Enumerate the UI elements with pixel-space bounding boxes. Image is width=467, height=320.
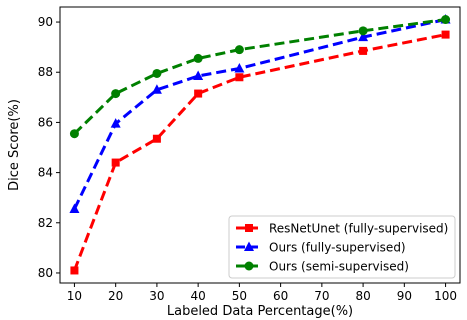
series-layer [69,14,451,275]
y-axis-label: Dice Score(%) [7,99,22,191]
legend-marker [244,241,254,251]
data-point [111,158,120,167]
legend-box [228,215,456,279]
x-tick-label: 70 [314,289,329,303]
data-point [234,45,244,55]
legend-marker [244,261,254,271]
x-tick-label: 50 [232,289,247,303]
data-point [441,15,451,25]
data-point [359,46,368,55]
data-point [69,129,79,139]
legend: ResNetUnet (fully-supervised) Ours (fully… [228,215,456,279]
series-3 [69,15,451,139]
x-tick-label: 60 [273,289,288,303]
data-point [358,31,369,42]
data-point [70,266,79,275]
legend-item: Ours (semi-supervised) [236,260,409,274]
x-tick-label: 100 [434,289,457,303]
data-point [193,53,203,63]
axis-ticks: 10 20 30 40 50 60 70 80 90 100 80 82 84 86 88 90 [38,15,457,303]
x-tick-label: 40 [191,289,206,303]
y-tick-label: 86 [38,115,53,129]
data-point [111,89,121,99]
x-tick-label: 30 [149,289,164,303]
data-point [441,30,450,39]
x-tick-label: 20 [108,289,123,303]
x-tick-label: 10 [67,289,82,303]
data-point [110,118,121,128]
data-point [69,203,80,213]
legend-marker [245,224,253,232]
y-tick-label: 90 [38,15,53,29]
y-tick-label: 88 [38,65,53,79]
data-point [152,68,162,78]
legend-label: Ours (fully-supervised) [269,241,406,255]
data-point [151,84,162,94]
data-point [194,89,203,98]
y-tick-label: 80 [38,266,53,280]
legend-label: ResNetUnet (fully-supervised) [269,222,448,236]
data-point [234,62,245,73]
data-point [152,134,161,143]
series-1 [70,30,450,275]
x-tick-label: 80 [355,289,370,303]
data-point [193,70,204,80]
plot-frame [59,6,461,284]
x-tick-label: 90 [397,289,412,303]
series-line [73,18,446,135]
legend-label: Ours (semi-supervised) [269,260,409,274]
data-point [358,26,368,36]
y-tick-label: 82 [38,216,53,230]
data-point [235,73,244,82]
legend-item: ResNetUnet (fully-supervised) [236,222,448,236]
legend-item: Ours (fully-supervised) [236,241,406,255]
y-tick-label: 84 [38,166,53,180]
x-axis-label: Labeled Data Percentage(%) [167,304,353,319]
